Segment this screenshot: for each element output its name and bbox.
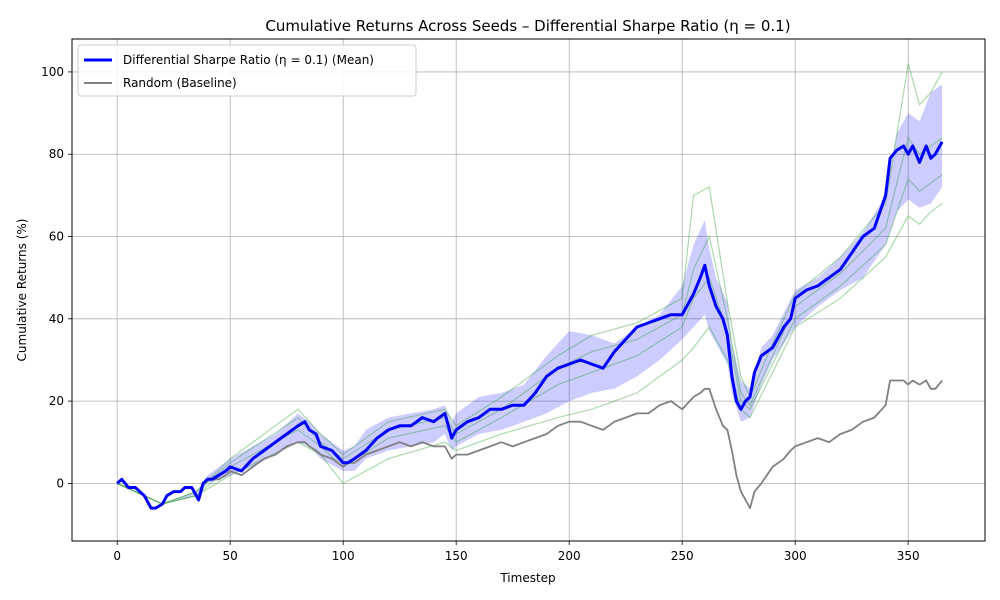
y-tick-label: 40 bbox=[49, 312, 64, 326]
legend: Differential Sharpe Ratio (η = 0.1) (Mea… bbox=[77, 44, 417, 97]
x-tick-label: 0 bbox=[113, 549, 121, 563]
x-tick-label: 200 bbox=[558, 549, 581, 563]
y-tick-label: 100 bbox=[41, 65, 64, 79]
x-tick-label: 50 bbox=[223, 549, 238, 563]
legend-box bbox=[77, 44, 417, 97]
plot-frame bbox=[71, 38, 986, 542]
mean-line bbox=[116, 141, 944, 510]
y-tick-label: 0 bbox=[56, 476, 64, 490]
y-tick-label: 80 bbox=[49, 147, 64, 161]
y-axis-label: Cumulative Returns (%) bbox=[15, 219, 29, 362]
seed-line bbox=[116, 174, 943, 505]
y-tick-label: 60 bbox=[49, 230, 64, 244]
y-tick-label: 20 bbox=[49, 394, 64, 408]
x-tick-label: 250 bbox=[671, 549, 694, 563]
x-axis-label: Timestep bbox=[499, 571, 555, 585]
x-tick-label: 300 bbox=[784, 549, 807, 563]
x-ticks: 0 50 100 150 200 250 300 350 bbox=[113, 541, 920, 563]
seed-line bbox=[116, 203, 943, 505]
legend-label-mean: Differential Sharpe Ratio (η = 0.1) (Mea… bbox=[123, 53, 374, 67]
plot-area bbox=[72, 39, 985, 541]
chart-title: Cumulative Returns Across Seeds – Differ… bbox=[265, 17, 790, 35]
y-ticks: 0 20 40 60 80 100 bbox=[41, 65, 72, 490]
x-tick-label: 350 bbox=[897, 549, 920, 563]
legend-label-baseline: Random (Baseline) bbox=[123, 76, 237, 90]
series-layer bbox=[116, 141, 944, 510]
x-tick-label: 150 bbox=[445, 549, 468, 563]
seed-line bbox=[116, 63, 943, 505]
x-tick-label: 100 bbox=[332, 549, 355, 563]
